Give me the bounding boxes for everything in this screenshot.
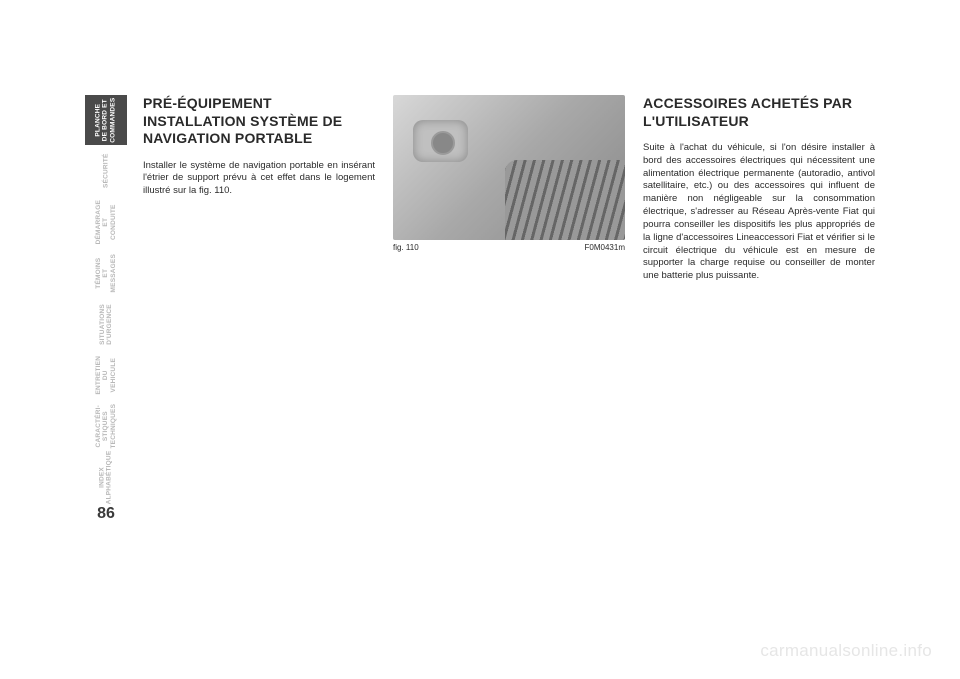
figure-caption: fig. 110 F0M0431m [393, 243, 625, 252]
tab-label: CARACTÉRI- STIQUES TECHNIQUES [95, 404, 117, 449]
heading-pre-equipement: PRÉ-ÉQUIPEMENT INSTALLATION SYSTÈME DE N… [143, 95, 375, 148]
tab-entretien[interactable]: ENTRETIEN DU VEHICULE [85, 350, 127, 400]
tab-planche-de-bord[interactable]: PLANCHE DE BORD ET COMMANDES [85, 95, 127, 145]
tab-label: PLANCHE DE BORD ET COMMANDES [95, 97, 117, 142]
body-accessoires: Suite à l'achat du véhicule, si l'on dés… [643, 142, 875, 283]
column-1: PRÉ-ÉQUIPEMENT INSTALLATION SYSTÈME DE N… [143, 95, 375, 289]
heading-accessoires: ACCESSOIRES ACHETÉS PAR L'UTILISATEUR [643, 95, 875, 130]
section-tabs: PLANCHE DE BORD ET COMMANDES SÉCURITÉ DÉ… [85, 95, 127, 502]
figure-label: fig. 110 [393, 243, 419, 252]
content-columns: PRÉ-ÉQUIPEMENT INSTALLATION SYSTÈME DE N… [143, 95, 875, 289]
tab-temoins[interactable]: TÉMOINS ET MESSAGES [85, 248, 127, 298]
figure-110 [393, 95, 625, 240]
tab-situations[interactable]: SITUATIONS D'URGENCE [85, 299, 127, 349]
body-pre-equipement: Installer le système de navigation porta… [143, 160, 375, 198]
tab-label: INDEX ALPHABÉTIQUE [99, 450, 114, 504]
figure-code: F0M0431m [585, 243, 625, 252]
tab-caracteristiques[interactable]: CARACTÉRI- STIQUES TECHNIQUES [85, 401, 127, 451]
tab-securite[interactable]: SÉCURITÉ [85, 146, 127, 196]
page-container: PLANCHE DE BORD ET COMMANDES SÉCURITÉ DÉ… [85, 95, 875, 585]
column-2: fig. 110 F0M0431m [393, 95, 625, 289]
watermark: carmanualsonline.info [760, 641, 932, 661]
tab-index[interactable]: INDEX ALPHABÉTIQUE [85, 452, 127, 502]
page-number: 86 [85, 505, 127, 523]
tab-label: DÉMARRAGE ET CONDUITE [95, 200, 117, 244]
column-3: ACCESSOIRES ACHETÉS PAR L'UTILISATEUR Su… [643, 95, 875, 289]
figure-vent-detail [505, 160, 625, 240]
tab-label: TÉMOINS ET MESSAGES [95, 252, 117, 294]
tab-label: SITUATIONS D'URGENCE [99, 304, 114, 345]
tab-label: ENTRETIEN DU VEHICULE [95, 354, 117, 396]
tab-demarrage[interactable]: DÉMARRAGE ET CONDUITE [85, 197, 127, 247]
tab-label: SÉCURITÉ [102, 154, 109, 188]
